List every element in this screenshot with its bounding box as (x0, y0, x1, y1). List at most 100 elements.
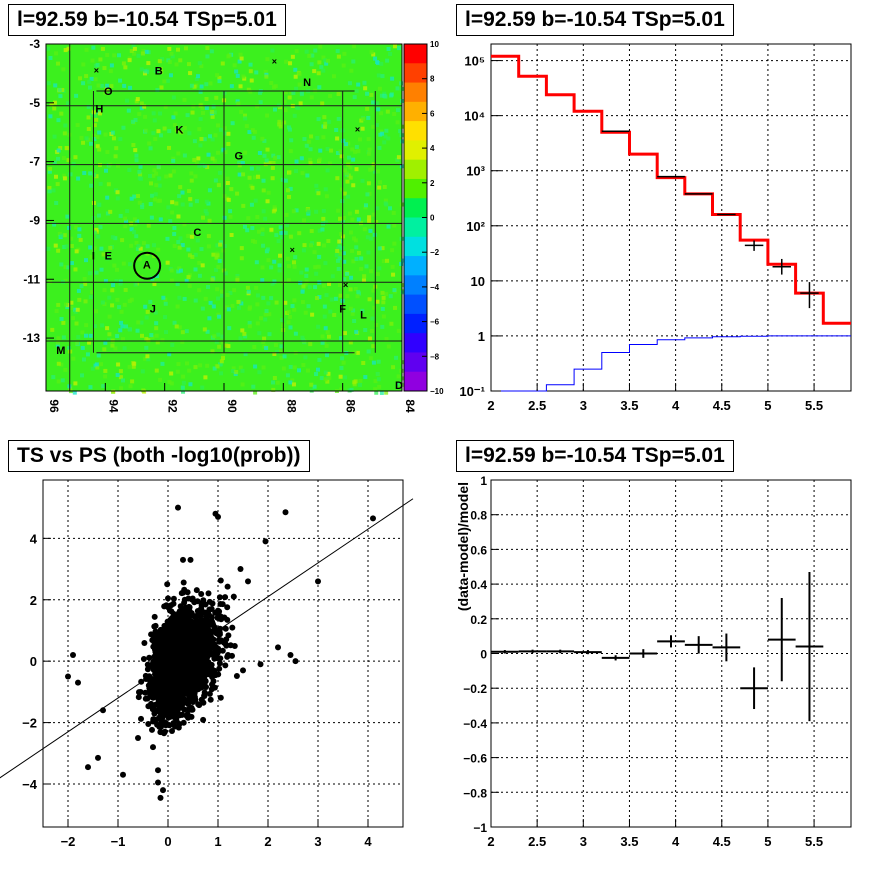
heatmap-cell (168, 173, 173, 178)
heatmap-cell (153, 137, 158, 142)
heatmap-cell (317, 228, 322, 233)
source-marker: × (355, 124, 360, 134)
scatter-point (210, 678, 217, 685)
heatmap-cell (240, 328, 245, 333)
heatmap-cell (144, 315, 149, 320)
heatmap-cell (367, 147, 372, 152)
heatmap-cell (137, 169, 142, 174)
heatmap-cell (288, 325, 293, 330)
y-tick-label: -3 (29, 37, 40, 51)
x-tick-label: −1 (111, 834, 126, 849)
heatmap-cell (338, 374, 343, 379)
heatmap-cell (226, 307, 231, 312)
scatter-point (194, 674, 201, 680)
y-tick-label: 0 (480, 648, 487, 662)
residual-chart: 2 2.5 3 3.5 4 4.5 5 5.5−1−0.8−0.6−0.4−0.200.20.… (455, 474, 852, 849)
heatmap-cell (314, 271, 319, 276)
heatmap-cell (47, 189, 52, 194)
scatter-point (200, 716, 207, 723)
scatter-point (70, 652, 76, 659)
colorbar-tick-label: 8 (430, 75, 435, 84)
heatmap-cell (48, 114, 53, 119)
heatmap-cell (335, 176, 340, 181)
heatmap-cell (169, 268, 174, 273)
heatmap-cell (224, 343, 229, 348)
heatmap-cell (325, 168, 330, 173)
y-tick-label: 10³ (466, 164, 485, 179)
heatmap-cell (355, 294, 360, 299)
y-tick-label: 0.4 (470, 578, 487, 592)
heatmap-cell (115, 267, 120, 272)
scatter-point (216, 612, 223, 619)
heatmap-cell (304, 143, 309, 148)
heatmap-cell (304, 49, 309, 54)
scatter-point (214, 649, 221, 656)
heatmap-cell (255, 104, 260, 109)
heatmap-cell (209, 49, 214, 54)
heatmap-cell (88, 245, 93, 250)
heatmap-cell (159, 85, 164, 90)
heatmap-cell (256, 166, 261, 171)
heatmap-cell (94, 117, 99, 122)
heatmap-cell (359, 256, 364, 261)
heatmap-cell (88, 171, 93, 176)
heatmap-cell (187, 284, 192, 289)
heatmap-cell (350, 147, 355, 152)
heatmap-cell (286, 125, 291, 130)
heatmap-cell (366, 181, 371, 186)
heatmap-cell (366, 137, 371, 142)
heatmap-cell (392, 44, 397, 49)
scatter-point (173, 633, 180, 640)
x-tick-label: 2 (264, 834, 271, 849)
heatmap-cell (113, 154, 118, 159)
heatmap-cell (221, 248, 226, 253)
plot-frame (42, 479, 404, 828)
heatmap-cell (193, 267, 198, 272)
x-tick-label: 1 (214, 834, 221, 849)
heatmap-cell (98, 362, 103, 367)
heatmap-cell (141, 388, 146, 393)
heatmap-cell (166, 205, 171, 210)
heatmap-cell (163, 301, 168, 306)
colorbar-segment (404, 159, 427, 180)
heatmap-cell (339, 232, 344, 237)
heatmap-cell (310, 241, 315, 246)
scatter-point (189, 706, 196, 713)
scatter-point (198, 591, 205, 597)
heatmap-cell (171, 156, 176, 161)
heatmap-cell (117, 305, 122, 310)
heatmap-cell (309, 95, 314, 100)
heatmap-cell (158, 133, 163, 138)
heatmap-cell (89, 254, 94, 259)
scatter-point (183, 673, 190, 680)
heatmap-cell (289, 138, 294, 143)
heatmap-cell (92, 114, 97, 119)
heatmap-cell (138, 246, 143, 251)
heatmap-cell (143, 69, 148, 74)
heatmap-cell (250, 185, 255, 190)
heatmap-cell (348, 306, 353, 311)
heatmap-cell (303, 355, 308, 360)
heatmap-cell (48, 166, 53, 171)
heatmap-cell (144, 49, 149, 54)
heatmap-cell (289, 90, 294, 95)
heatmap-cell (367, 297, 372, 302)
heatmap-cell (236, 101, 241, 106)
heatmap-cell (325, 353, 330, 358)
scatter-point (179, 711, 186, 718)
scatter-point (146, 654, 153, 661)
heatmap-cell (337, 239, 342, 244)
scatter-point (176, 647, 183, 654)
heatmap-cell (348, 165, 353, 170)
y-tick-label: 10 (471, 274, 485, 289)
scatter-point (135, 734, 141, 741)
heatmap-cell (110, 343, 115, 348)
heatmap-cell (92, 133, 97, 138)
colorbar-tick-label: 0 (430, 214, 435, 223)
x-tick-label: 4 (672, 398, 680, 413)
heatmap-cell (339, 187, 344, 192)
heatmap-cell (74, 93, 79, 98)
heatmap-cell (158, 198, 163, 203)
heatmap-cell (240, 382, 245, 387)
heatmap-cell (147, 141, 152, 146)
